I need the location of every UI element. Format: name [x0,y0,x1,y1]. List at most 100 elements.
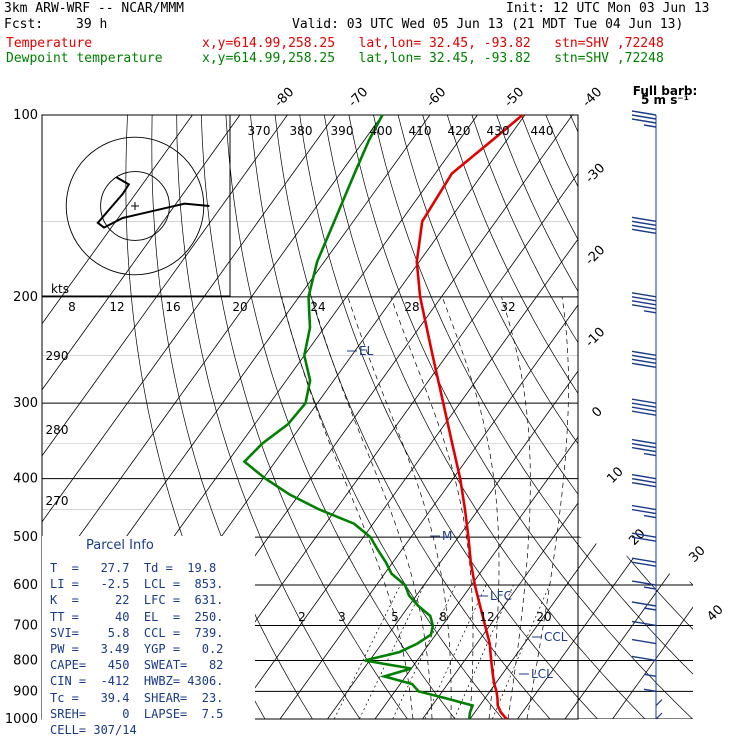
dry-adiabat [545,115,693,719]
isotherm-line [42,115,241,719]
barb-half [643,124,657,128]
theta-left-label: 280 [46,423,69,437]
parcel-info-row: SREH= 0 LAPSE= 7.5 [50,706,224,721]
hodo-speed-label: 8 [68,300,76,314]
isotherm-line [42,115,193,719]
temperature-location: x,y=614.99,258.25 lat,lon= 32.45, -93.82… [202,36,664,51]
mixing-ratio-label: 20 [536,610,551,624]
barb-legend-line: Full barb: [633,84,698,98]
barb-half [643,514,657,519]
barb-flag [631,358,657,365]
barb-flag [631,655,657,662]
isotherm-tick-label: -40 [580,85,606,111]
wind-barb [631,292,657,314]
wind-barb [631,638,657,645]
moist-adiabat [311,296,433,719]
wind-barb [631,601,657,611]
barb-flag [631,473,657,480]
dry-adiabat [668,115,693,719]
barb-half [643,452,657,457]
parcel-info-row: SVI= 5.8 CCL = 739. [50,625,224,640]
dry-adiabat [200,115,408,719]
hodo-speed-label: 28 [404,300,419,314]
parcel-info-row: T = 27.7 Td = 19.8 [50,561,217,575]
barb-flag [631,114,657,120]
pressure-tick-label: 500 [13,530,38,545]
theta-label: 410 [409,124,432,138]
mixing-ratio-line [492,584,550,719]
hodo-ring [100,171,170,241]
valid-time: Valid: 03 UTC Wed 05 Jun 13 (21 MDT Tue … [292,17,684,32]
mixing-ratio-label: 5 [391,610,399,624]
barb-flag [631,118,657,124]
isotherm-line [184,115,621,719]
parcel-info-row: CAPE= 450 SWEAT= 82 [50,658,224,673]
dewpoint-location: x,y=614.99,258.25 lat,lon= 32.45, -93.82… [202,51,664,66]
mixing-ratio-line [453,584,514,719]
isotherm-line [469,115,693,719]
isotherm-tick-label: 0 [589,404,605,420]
barb-flag [631,220,657,227]
theta-label: 370 [248,124,271,138]
profiles [242,114,524,720]
barb-flag [631,442,657,449]
dewpoint-legend: Dewpoint temperature [6,51,163,66]
hodo-trace [96,176,210,229]
barb-half [643,688,657,693]
wind-barb [631,398,657,416]
parcel-info-row: LI = -2.5 LCL = 853. [50,577,224,592]
hodo-speed-label: 24 [310,300,325,314]
dry-adiabat [594,115,693,719]
theta-label: 380 [290,124,313,138]
barb-flag [631,601,657,607]
parcel-info-panel: Parcel Info T = 27.7 Td = 19.8 LI = -2.5 … [42,536,255,737]
wind-barb [643,688,657,693]
init-time: Init: 12 UTC Mon 03 Jun 13 [506,1,710,16]
theta-label: 390 [331,124,354,138]
barb-flag [631,296,657,302]
isotherm-tick-label: 10 [604,464,626,486]
mixing-ratio-label: 8 [439,610,447,624]
wind-barb [631,557,657,567]
level-marker-label: CCL [544,630,568,644]
parcel-info-row: TT = 40 EL = 250. [50,609,224,624]
barb-flag [631,620,657,627]
isotherm-tick-label: -50 [502,85,528,111]
barb-flag [631,638,657,645]
theta-label: 400 [370,124,393,138]
mixing-ratio-line [359,584,425,719]
barb-flag [631,402,657,408]
isotherm-line [42,115,383,719]
isotherm-tick-label: 30 [686,543,708,565]
pressure-tick-label: 700 [13,618,38,633]
mixing-ratio-label: 2 [298,610,306,624]
barb-flag [631,532,657,538]
barb-flag [631,216,657,223]
parcel-info-row: K = 22 LFC = 631. [50,593,224,608]
moist-adiabat [390,296,474,719]
parcel-info-row: PW = 3.49 YGP = 0.2 [50,642,224,656]
wind-barb [631,580,657,590]
pressure-tick-label: 400 [13,472,38,487]
parcel-info-row: Tc = 39.4 SHEAR= 23. [50,690,224,705]
temperature-profile [415,114,524,720]
moist-adiabat [281,296,414,719]
dry-adiabat [373,115,693,719]
isotherm-line [517,115,693,719]
mixing-ratio-label: 12 [479,610,494,624]
pressure-tick-label: 1000 [5,712,38,727]
barb-legend-line: 5 m s⁻¹ [641,93,689,107]
dry-adiabat [250,115,503,719]
parcel-info-row: CIN = -412 HWBZ= 4306. [50,674,224,689]
barb-flag [631,481,657,488]
forecast-hour: 39 h [76,17,108,32]
pressure-tick-label: 600 [13,578,38,593]
pressure-tick-label: 900 [13,684,38,699]
isotherm-tick-label: -30 [583,161,609,187]
theta-label: 430 [487,124,510,138]
isotherm-line [374,115,693,719]
barb-flag [631,508,657,515]
dry-adiabat [225,115,456,719]
theta-label: 440 [531,124,554,138]
wind-barb [631,655,657,662]
